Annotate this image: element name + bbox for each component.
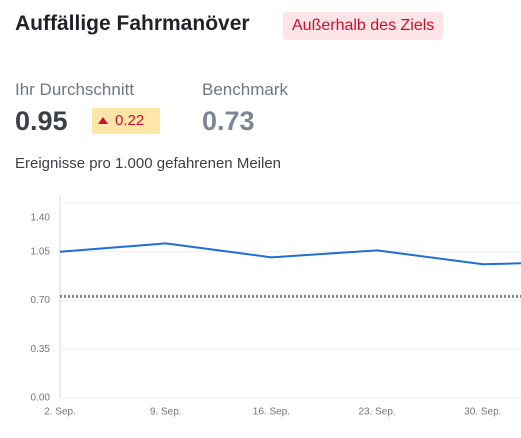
y-tick-label: 1.05 [31,246,51,257]
y-tick-label: 0.00 [31,393,51,404]
x-tick-label: 23. Sep. [358,407,395,418]
plot [60,242,521,298]
x-tick-label: 2. Sep. [44,407,76,418]
status-badge: Außerhalb des Ziels [283,12,444,40]
x-tick-label: 9. Sep. [150,407,182,418]
delta-value: 0.22 [115,112,145,129]
line-series [60,242,521,266]
benchmark-value: 0.73 [202,106,255,136]
average-value: 0.95 [15,106,68,136]
y-tick-label: 0.35 [31,344,51,355]
y-tick-label: 0.70 [31,295,51,306]
chart: 0.00 0.35 0.70 1.05 1.40 2. Sep. 9. Sep. 16. Se… [31,195,521,418]
unit-label: Ereignisse pro 1.000 gefahrenen Meilen [15,155,282,172]
x-tick-label: 30. Sep. [464,407,501,418]
benchmark-label: Benchmark [202,80,288,99]
title: Auffällige Fahrmanöver [15,12,250,35]
delta-badge: 0.22 [92,108,160,134]
y-tick-label: 1.40 [31,213,51,224]
x-tick-label: 16. Sep. [253,407,290,418]
average-label: Ihr Durchschnitt [15,80,135,99]
up-arrow [98,117,108,124]
